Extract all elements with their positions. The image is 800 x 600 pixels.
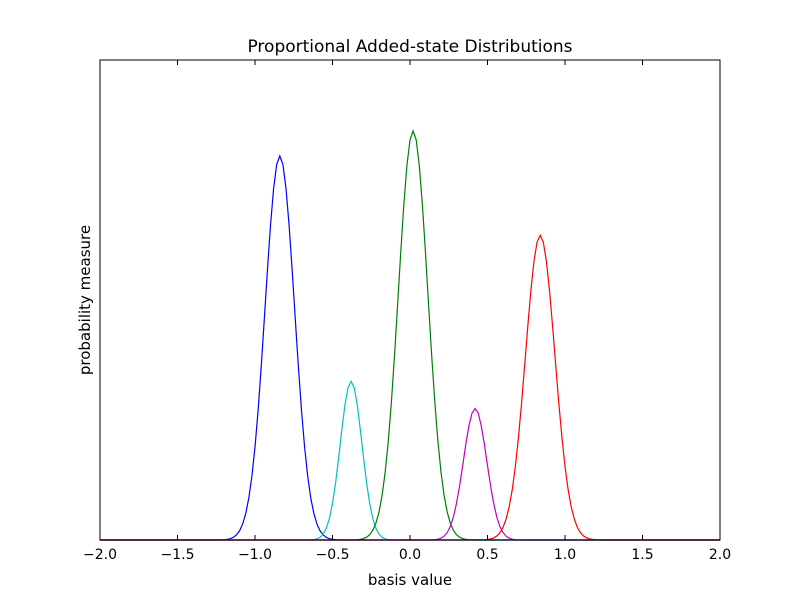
x-tick-label: −1.0 [238,547,272,563]
x-tick-label: 0.0 [399,547,421,563]
x-tick-label: 1.0 [554,547,576,563]
x-tick-label: −1.5 [161,547,195,563]
chart-title: Proportional Added-state Distributions [247,37,572,57]
x-tick-label: −2.0 [83,547,117,563]
y-axis-label: probability measure [76,225,94,375]
x-ticks: −2.0 −1.5 −1.0 −0.5 0.0 0.5 1.0 1.5 2.0 [83,60,731,563]
x-axis-label: basis value [368,571,452,589]
x-tick-label: 1.5 [631,547,653,563]
x-tick-label: 0.5 [476,547,498,563]
x-tick-label: 2.0 [709,547,731,563]
x-tick-label: −0.5 [316,547,350,563]
